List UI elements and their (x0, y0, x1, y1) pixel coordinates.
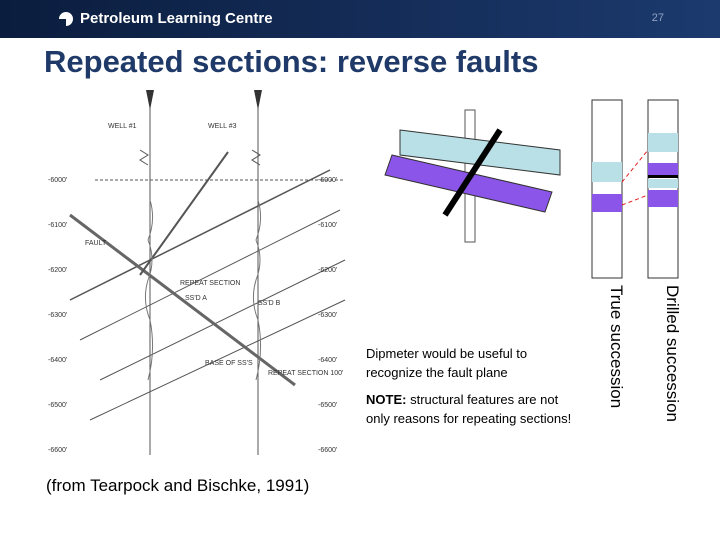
depth-label: -6600' (48, 447, 67, 454)
drilled-succession-label: Drilled succession (663, 285, 682, 422)
logo (59, 12, 73, 26)
page-number: 27 (651, 12, 664, 24)
note-label: NOTE: (366, 392, 407, 407)
well-label: WELL #1 (108, 123, 137, 130)
depth-label: -6200' (48, 267, 67, 274)
note-text: structural features are not only reasons… (366, 392, 572, 426)
figure-label: SS'D A (185, 295, 207, 302)
caption: (from Tearpock and Bischke, 1991) (46, 476, 310, 495)
true-succession-label: True succession (607, 285, 626, 409)
depth-label: -6400' (48, 357, 67, 364)
depth-label: -6300' (48, 312, 67, 319)
slide-title: Repeated sections: reverse faults (44, 44, 539, 79)
well-label: WELL #3 (208, 123, 237, 130)
dipmeter-note: Dipmeter would be useful to recognize th… (366, 346, 528, 380)
depth-label: -6000' (318, 177, 337, 184)
brand: Petroleum Learning Centre (80, 10, 273, 27)
figure-label: REPEAT SECTION (180, 280, 240, 287)
depth-label: -6200' (318, 267, 337, 274)
depth-label: -6400' (318, 357, 337, 364)
depth-label: -6100' (48, 222, 67, 229)
header-bar: Petroleum Learning Centre 27 (0, 0, 720, 38)
figure-label: FAULT (85, 240, 107, 247)
depth-label: -6500' (48, 402, 67, 409)
depth-label: -6300' (318, 312, 337, 319)
depth-label: -6600' (318, 447, 337, 454)
schematic (384, 99, 679, 279)
figure-label: REPEAT SECTION 100' (268, 370, 343, 377)
figure-label: BASE OF SS'S (205, 360, 253, 367)
depth-label: -6000' (48, 177, 67, 184)
depth-label: -6500' (318, 402, 337, 409)
figure-label: SS'D B (258, 300, 281, 307)
note: NOTE: structural features are not only r… (366, 390, 581, 428)
depth-label: -6100' (318, 222, 337, 229)
well-icon (146, 90, 262, 110)
